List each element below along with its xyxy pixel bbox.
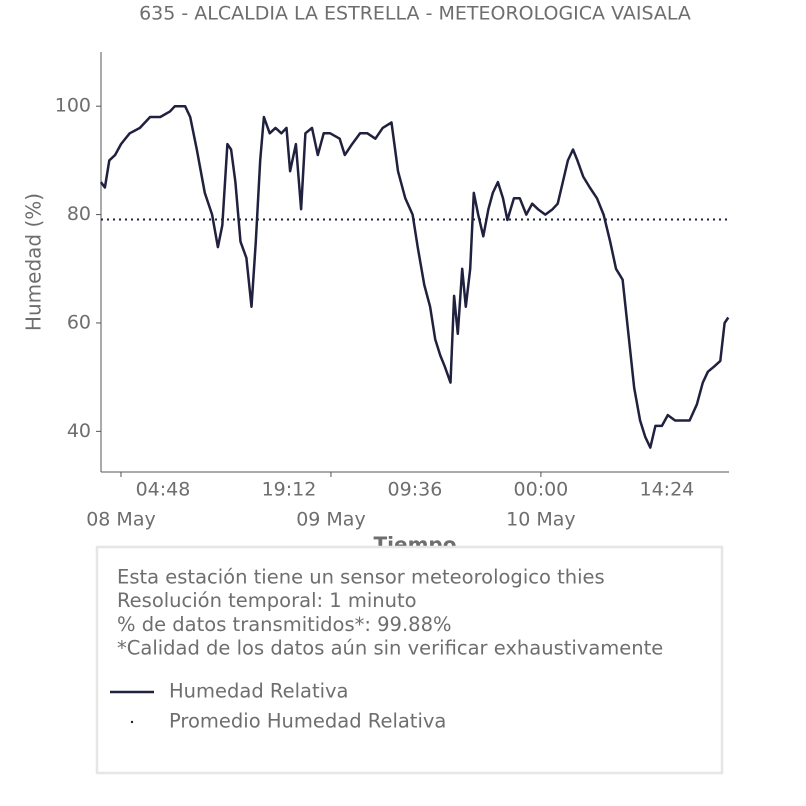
x-tick-label: 09 May (296, 509, 366, 531)
legend-swatch (130, 720, 134, 724)
chart-title: 635 - ALCALDIA LA ESTRELLA - METEOROLOGI… (139, 3, 691, 25)
line (99, 104, 730, 449)
x-minor-tick-label: 14:24 (640, 479, 695, 501)
info-text: Resolución temporal: 1 minuto (117, 589, 417, 612)
x-minor-tick-label: 09:36 (388, 479, 443, 501)
x-minor-tick-label: 00:00 (514, 479, 569, 501)
info-box (95, 545, 724, 775)
info-text: *Calidad de los datos aún sin verificar … (117, 637, 663, 660)
y-tick-label: 80 (67, 203, 91, 225)
legend-label: Promedio Humedad Relativa (169, 710, 446, 733)
y-tick-label: 60 (67, 311, 91, 333)
info-text: Esta estación tiene un sensor meteorolog… (117, 566, 605, 589)
y-tick-label: 100 (55, 95, 91, 117)
info-text: % de datos transmitidos*: 99.88% (117, 613, 452, 636)
x-minor-tick-label: 04:48 (136, 479, 191, 501)
legend-label: Humedad Relativa (169, 680, 349, 703)
y-axis-label: Humedad (%) (22, 193, 46, 331)
y-tick-label: 40 (67, 420, 91, 442)
x-minor-tick-label: 19:12 (262, 479, 317, 501)
x-tick-label: 10 May (506, 509, 576, 531)
x-tick-label: 08 May (86, 509, 156, 531)
